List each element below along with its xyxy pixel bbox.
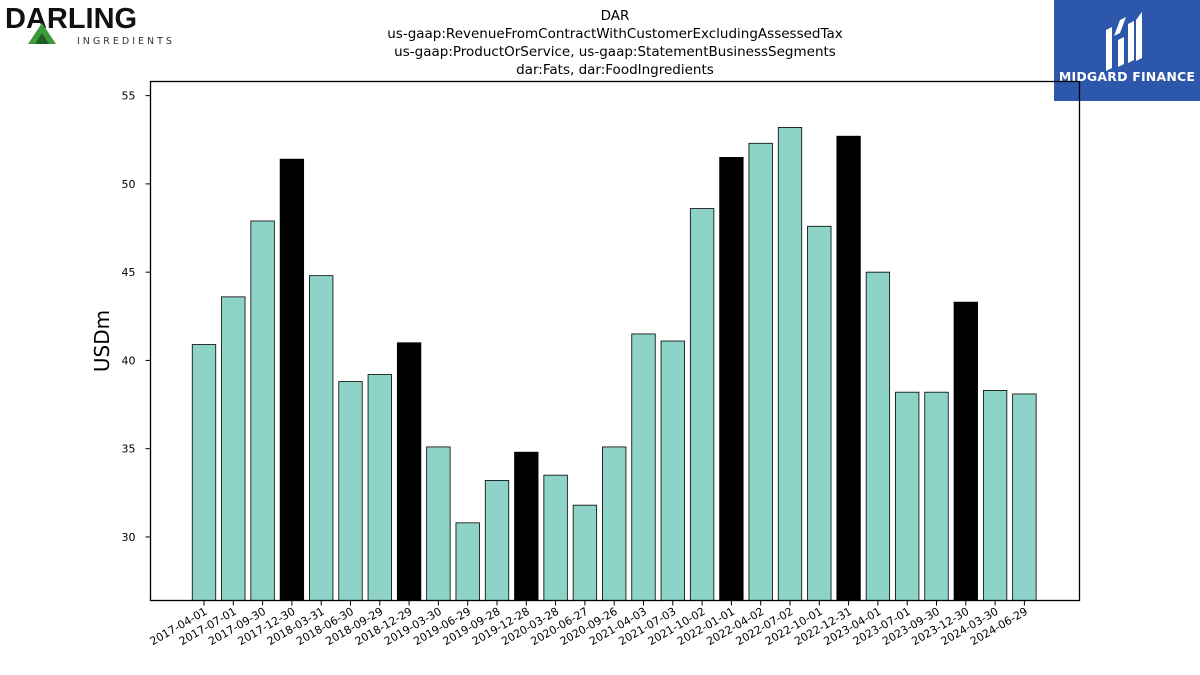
bar-2020-03-28 (543, 474, 568, 601)
bar-2022-12-31 (836, 135, 861, 601)
midgard-logo-name: MIDGARD FINANCE (1058, 69, 1196, 84)
y-tick-label-30: 30 (122, 531, 136, 544)
bar-2019-06-29 (455, 522, 480, 601)
bar-2024-03-30 (982, 390, 1008, 601)
chart-title-line-1: DAR (600, 8, 630, 24)
bar-2017-12-30 (279, 158, 305, 601)
bar-2022-10-01 (807, 225, 832, 601)
bar-2021-04-03 (631, 333, 656, 601)
plot-frame (149, 80, 1081, 602)
midgard-mark-icon (1106, 12, 1142, 71)
bar-2023-04-01 (865, 271, 891, 601)
bar-2022-01-01 (719, 157, 744, 601)
bar-2020-09-26 (602, 446, 627, 601)
bars-group (191, 127, 1037, 601)
bar-2018-12-29 (396, 342, 422, 601)
y-tick-label-55: 55 (122, 90, 136, 103)
darling-logo-word: DARLING (5, 3, 137, 35)
x-axis: 2017-04-012017-07-012017-09-302017-12-30… (148, 600, 1030, 648)
y-tick-label-40: 40 (122, 354, 136, 367)
bar-2022-07-02 (777, 127, 803, 601)
bar-2017-04-01 (191, 344, 217, 601)
y-axis: 30 35 40 45 50 55 (122, 90, 151, 544)
bar-2018-06-30 (338, 381, 363, 601)
bar-2019-03-30 (426, 446, 451, 601)
darling-ingredients-logo: DARLING INGREDIENTS (5, 3, 174, 47)
bar-2023-09-30 (924, 391, 949, 601)
chart-title-line-4: dar:Fats, dar:FoodIngredients (516, 62, 714, 78)
y-tick-label-35: 35 (122, 443, 136, 456)
bar-2022-04-02 (748, 142, 773, 601)
bar-2023-12-30 (953, 301, 978, 601)
bar-2018-03-31 (309, 275, 334, 601)
y-tick-label-50: 50 (122, 178, 136, 191)
bar-2023-07-01 (895, 391, 920, 601)
darling-logo-inner-triangle-icon (35, 33, 49, 44)
chart-title-block: DAR us-gaap:RevenueFromContractWithCusto… (315, 7, 915, 79)
y-tick-label-45: 45 (122, 266, 136, 279)
bar-2019-09-28 (484, 480, 510, 601)
chart-title-line-2: us-gaap:RevenueFromContractWithCustomerE… (387, 26, 843, 42)
darling-logo-sub: INGREDIENTS (77, 36, 174, 47)
bar-2017-09-30 (250, 220, 275, 601)
y-axis-label: USDm (90, 310, 114, 372)
chart-title-line-3: us-gaap:ProductOrService, us-gaap:Statem… (394, 44, 836, 60)
bar-2019-12-28 (514, 451, 539, 601)
midgard-finance-logo: MIDGARD FINANCE (1054, 0, 1200, 101)
bar-2017-07-01 (221, 296, 246, 601)
bar-2021-07-03 (660, 340, 685, 601)
bar-2018-09-29 (367, 374, 392, 601)
bar-2021-10-02 (689, 208, 715, 601)
bar-2024-06-29 (1012, 393, 1037, 601)
bar-2020-06-27 (572, 504, 598, 601)
